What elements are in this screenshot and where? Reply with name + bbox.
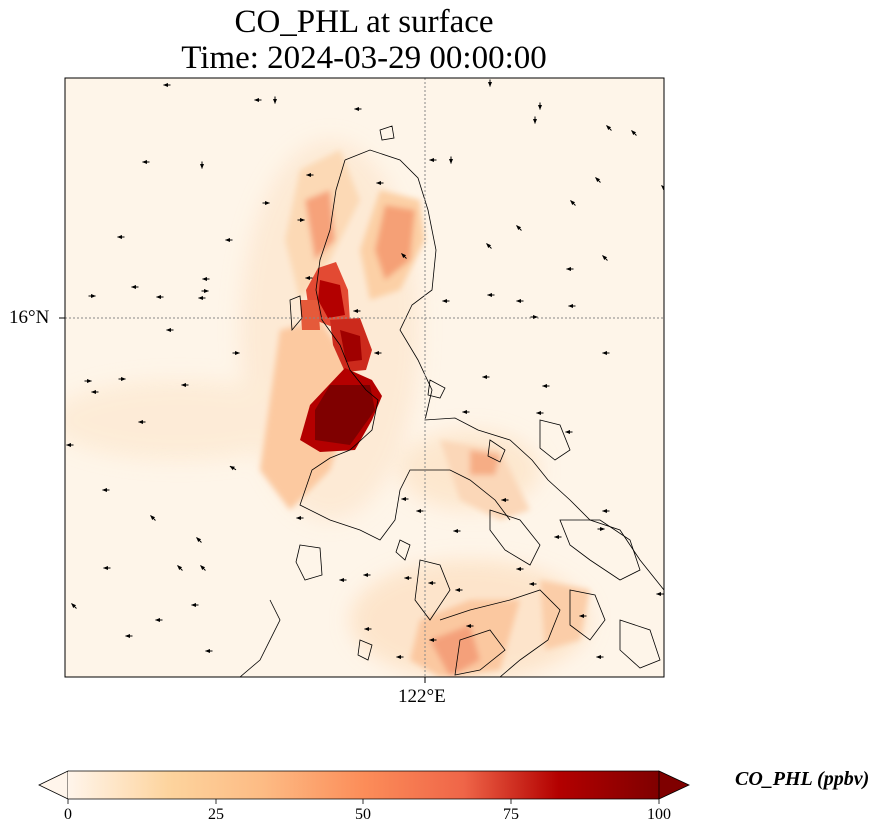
wind-arrow — [631, 130, 637, 136]
wind-arrow — [229, 465, 237, 471]
wind-arrow — [602, 255, 608, 261]
colorbar-tick-75: 75 — [503, 806, 519, 823]
wind-vectors — [66, 79, 664, 659]
colorbar — [38, 770, 690, 804]
wind-arrow — [661, 185, 664, 191]
wind-arrow — [71, 603, 77, 609]
colorbar-tick-100: 100 — [647, 806, 671, 823]
map-title-line2: Time: 2024-03-29 00:00:00 — [181, 40, 547, 76]
wind-arrow — [196, 537, 202, 543]
wind-arrow — [486, 243, 492, 249]
colorbar-tick-50: 50 — [355, 806, 371, 823]
colorbar-label: CO_PHL (ppbv) — [735, 768, 870, 790]
wind-arrow — [516, 225, 522, 231]
concentration-field — [65, 78, 664, 677]
colorbar-max-extend — [658, 770, 690, 800]
colorbar-gradient — [68, 771, 659, 799]
colorbar-tick-25: 25 — [208, 806, 224, 823]
colorbar-tick-marks — [67, 799, 660, 804]
map-title-line1: CO_PHL at surface — [234, 4, 494, 40]
map-frame — [64, 77, 665, 678]
wind-arrow — [570, 200, 576, 206]
wind-arrow — [150, 515, 156, 521]
wind-arrow — [401, 253, 407, 259]
wind-arrow — [177, 565, 183, 571]
latitude-label: 16°N — [9, 307, 50, 328]
wind-arrow — [595, 177, 601, 183]
colorbar-tick-0: 0 — [64, 806, 72, 823]
colorbar-min-extend — [38, 770, 69, 800]
longitude-label: 122°E — [398, 686, 446, 707]
wind-arrow — [200, 565, 206, 571]
plume-core — [300, 262, 382, 452]
wind-arrow — [606, 125, 612, 131]
